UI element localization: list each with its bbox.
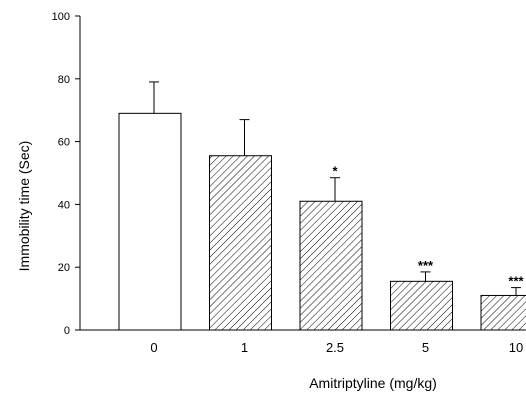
x-tick-label-5: 5 bbox=[422, 340, 429, 355]
y-tick-label: 20 bbox=[58, 262, 70, 274]
bar-1 bbox=[209, 155, 272, 331]
y-tick-label: 0 bbox=[64, 325, 70, 337]
y-axis-label: Immobility time (Sec) bbox=[16, 141, 32, 272]
x-tick-label-2.5: 2.5 bbox=[326, 340, 344, 355]
x-axis-label: Amitriptyline (mg/kg) bbox=[309, 375, 437, 391]
bar-0 bbox=[118, 112, 182, 331]
y-ticks: 0 20 40 60 80 100 bbox=[52, 11, 80, 337]
y-tick-label: 60 bbox=[58, 137, 70, 149]
bars: ******* bbox=[118, 81, 526, 331]
bar-10 bbox=[480, 294, 526, 331]
bar-2.5 bbox=[299, 200, 363, 331]
x-tick-label-1: 1 bbox=[241, 340, 248, 355]
y-tick-label: 100 bbox=[52, 11, 70, 23]
significance-label-2.5: * bbox=[332, 164, 338, 179]
significance-label-5: *** bbox=[418, 258, 434, 273]
bar-5 bbox=[390, 280, 453, 331]
x-tick-label-0: 0 bbox=[150, 340, 157, 355]
x-category-labels: 0 1 2.5 5 10 bbox=[150, 340, 523, 355]
y-tick-label: 80 bbox=[58, 74, 70, 86]
significance-label-10: *** bbox=[508, 274, 524, 289]
y-tick-label: 40 bbox=[58, 199, 70, 211]
x-tick-label-10: 10 bbox=[509, 340, 523, 355]
